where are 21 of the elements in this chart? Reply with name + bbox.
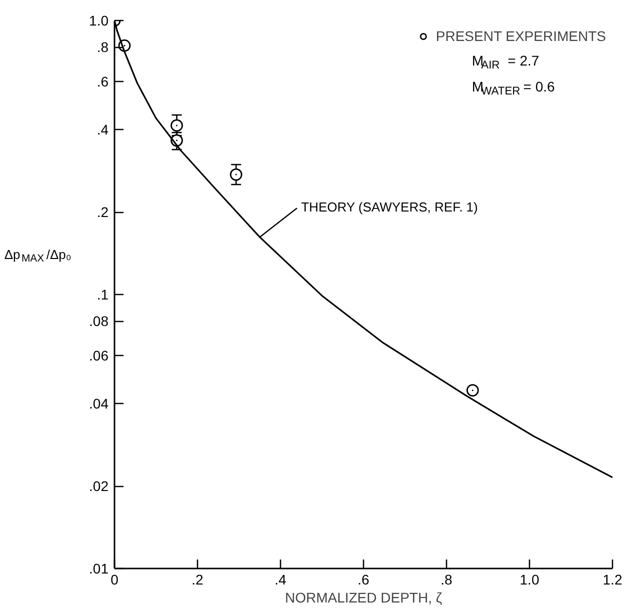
x-axis-title: NORMALIZED DEPTH, ζ: [284, 590, 442, 606]
y-tick-label: .1: [96, 286, 109, 302]
y-tick-label: .01: [89, 560, 109, 576]
y-tick-label: .6: [96, 73, 109, 90]
x-tick-label: 0: [110, 572, 119, 588]
y-tick-label: 1.0: [89, 12, 109, 28]
y-tick-label: .4: [96, 122, 109, 138]
x-tick-label: 1.0: [520, 572, 540, 588]
y-tick-label: .02: [89, 478, 109, 494]
y-tick-label: .8: [96, 39, 109, 56]
x-tick-label: 1.2: [602, 572, 622, 588]
x-tick-label: .6: [358, 572, 370, 588]
x-tick-label: .4: [274, 572, 287, 588]
legend-label: PRESENT EXPERIMENTS: [436, 28, 606, 44]
x-tick-label: .8: [440, 572, 453, 588]
y-tick-label: .2: [96, 204, 109, 220]
y-tick-label: .06: [89, 347, 109, 364]
y-tick-label: .04: [89, 396, 109, 412]
y-tick-label: .08: [89, 313, 109, 330]
annotation: THEORY (SAWYERS, REF. 1): [301, 200, 478, 215]
x-tick-label: .2: [192, 572, 204, 588]
